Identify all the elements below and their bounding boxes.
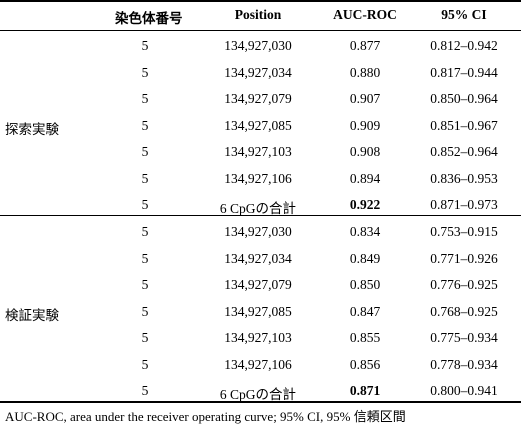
- cell-position: 134,927,079: [224, 91, 292, 106]
- cell-position: 134,927,030: [224, 224, 292, 239]
- cell-auc-roc: 0.834: [349, 224, 381, 239]
- cell-chromosome: 5: [141, 303, 149, 319]
- cell-chromosome: 5: [141, 250, 149, 266]
- cell-95-ci: 0.753–0.915: [430, 224, 498, 239]
- cell-chromosome: 5: [141, 277, 149, 292]
- cell-95-ci: 0.812–0.942: [430, 38, 498, 53]
- cell-chromosome: 5: [141, 117, 149, 133]
- cell-chromosome: 5: [141, 170, 149, 186]
- cell-chromosome: 5: [141, 356, 149, 372]
- cell-95-ci: 0.778–0.934: [430, 356, 498, 372]
- cell-auc-roc: 0.894: [349, 170, 381, 186]
- cell-auc-roc: 0.847: [349, 303, 381, 319]
- header-95-ci: 95% CI: [441, 7, 487, 22]
- cell-auc-roc: 0.856: [349, 356, 381, 372]
- cell-auc-roc: 0.849: [349, 250, 381, 266]
- cell-position: 134,927,034: [224, 64, 292, 80]
- header-rule: [0, 30, 521, 31]
- cell-chromosome: 5: [141, 91, 149, 106]
- cell-95-ci: 0.775–0.934: [430, 330, 498, 345]
- cell-chromosome: 5: [141, 64, 149, 80]
- cell-position: 134,927,106: [224, 356, 292, 372]
- cell-auc-roc: 0.871: [349, 383, 381, 398]
- table-footnote: AUC-ROC, area under the receiver operati…: [5, 409, 406, 424]
- group-label: 検証実験: [5, 307, 59, 323]
- cell-auc-roc: 0.907: [349, 91, 381, 106]
- cell-position: 134,927,103: [224, 144, 292, 159]
- cell-position: 134,927,085: [224, 303, 292, 319]
- cell-auc-roc: 0.850: [349, 277, 381, 292]
- cell-auc-roc: 0.877: [349, 38, 381, 53]
- cell-auc-roc: 0.855: [349, 330, 381, 345]
- header-auc-roc: AUC-ROC: [333, 7, 397, 22]
- table-bottom-rule: [0, 401, 521, 403]
- cell-position: 6 CpGの合計: [219, 201, 297, 216]
- cell-chromosome: 5: [141, 38, 149, 53]
- cell-95-ci: 0.836–0.953: [430, 170, 498, 186]
- cell-position: 134,927,106: [224, 170, 292, 186]
- header-position: Position: [234, 7, 282, 22]
- cell-95-ci: 0.800–0.941: [430, 383, 498, 398]
- cell-95-ci: 0.850–0.964: [430, 91, 498, 106]
- cell-95-ci: 0.771–0.926: [430, 250, 498, 266]
- table-top-rule: [0, 0, 521, 2]
- cell-position: 134,927,085: [224, 117, 292, 133]
- cell-position: 6 CpGの合計: [219, 387, 297, 402]
- cell-position: 134,927,030: [224, 38, 292, 53]
- cell-95-ci: 0.851–0.967: [430, 117, 498, 133]
- cell-position: 134,927,079: [224, 277, 292, 292]
- cell-95-ci: 0.768–0.925: [430, 303, 498, 319]
- cell-auc-roc: 0.880: [349, 64, 381, 80]
- group-label: 探索実験: [5, 121, 59, 137]
- cell-95-ci: 0.852–0.964: [430, 144, 498, 159]
- cell-chromosome: 5: [141, 383, 149, 398]
- group-divider-rule: [0, 215, 521, 216]
- cell-95-ci: 0.776–0.925: [430, 277, 498, 292]
- cell-chromosome: 5: [141, 330, 149, 345]
- cell-95-ci: 0.871–0.973: [430, 197, 498, 212]
- cell-position: 134,927,034: [224, 250, 292, 266]
- header-chromosome: 染色体番号: [115, 11, 183, 26]
- cell-chromosome: 5: [141, 224, 149, 239]
- cell-chromosome: 5: [141, 144, 149, 159]
- cell-auc-roc: 0.908: [349, 144, 381, 159]
- cell-chromosome: 5: [141, 197, 149, 212]
- cell-position: 134,927,103: [224, 330, 292, 345]
- cell-auc-roc: 0.922: [349, 197, 381, 212]
- cell-95-ci: 0.817–0.944: [430, 64, 498, 80]
- cell-auc-roc: 0.909: [349, 117, 381, 133]
